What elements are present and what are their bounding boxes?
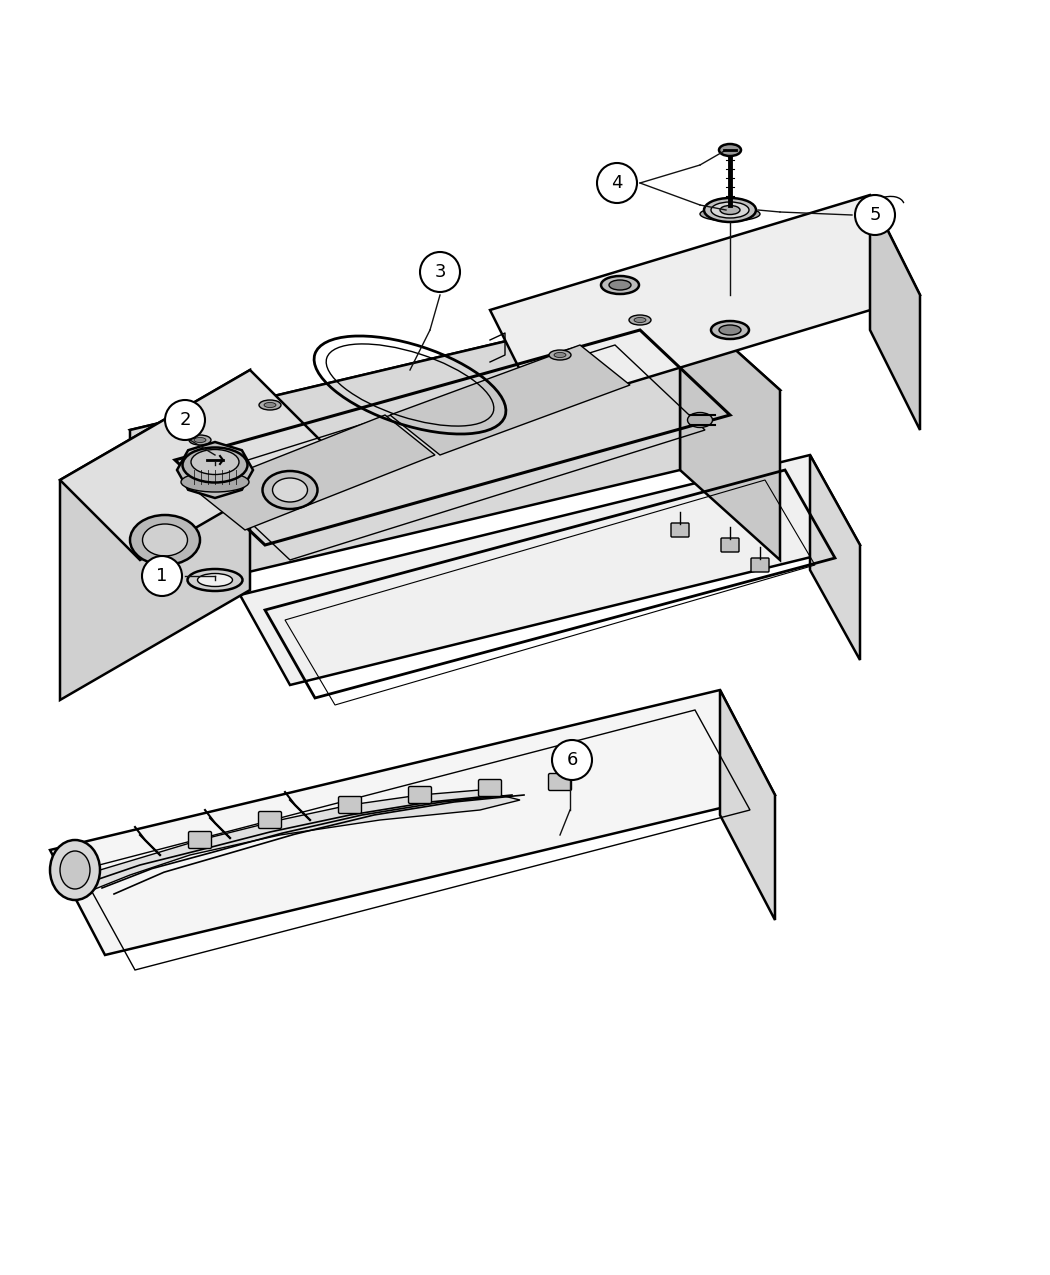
- Polygon shape: [130, 300, 680, 601]
- Polygon shape: [130, 300, 780, 520]
- Circle shape: [597, 163, 637, 203]
- Ellipse shape: [259, 400, 281, 411]
- Ellipse shape: [273, 478, 308, 502]
- Polygon shape: [195, 414, 435, 530]
- Ellipse shape: [688, 413, 713, 427]
- Ellipse shape: [554, 352, 566, 357]
- Ellipse shape: [629, 315, 651, 325]
- Ellipse shape: [711, 321, 749, 339]
- FancyBboxPatch shape: [258, 811, 281, 829]
- Polygon shape: [60, 790, 520, 895]
- Circle shape: [420, 252, 460, 292]
- Polygon shape: [240, 455, 860, 685]
- Ellipse shape: [130, 515, 200, 565]
- Circle shape: [552, 740, 592, 780]
- Ellipse shape: [60, 850, 90, 889]
- Ellipse shape: [264, 403, 276, 408]
- Ellipse shape: [634, 317, 646, 323]
- Circle shape: [855, 195, 895, 235]
- Ellipse shape: [189, 435, 211, 445]
- Ellipse shape: [711, 201, 749, 218]
- Polygon shape: [720, 690, 775, 921]
- Ellipse shape: [720, 205, 740, 214]
- Ellipse shape: [262, 470, 317, 509]
- Text: 1: 1: [156, 567, 168, 585]
- Text: 5: 5: [869, 207, 881, 224]
- FancyBboxPatch shape: [479, 779, 502, 797]
- Text: 4: 4: [611, 173, 623, 193]
- Polygon shape: [60, 370, 330, 560]
- Polygon shape: [490, 195, 920, 411]
- Ellipse shape: [601, 275, 639, 295]
- Ellipse shape: [191, 450, 239, 474]
- Ellipse shape: [609, 280, 631, 289]
- Polygon shape: [390, 346, 630, 455]
- Text: 2: 2: [180, 411, 191, 428]
- Ellipse shape: [197, 574, 232, 586]
- Ellipse shape: [719, 325, 741, 335]
- Ellipse shape: [194, 437, 206, 442]
- Polygon shape: [810, 455, 860, 660]
- FancyBboxPatch shape: [338, 797, 361, 813]
- Ellipse shape: [704, 198, 756, 222]
- Ellipse shape: [50, 840, 100, 900]
- Circle shape: [142, 556, 182, 595]
- Polygon shape: [870, 195, 920, 430]
- Polygon shape: [177, 442, 253, 499]
- Ellipse shape: [549, 351, 571, 360]
- Ellipse shape: [719, 144, 741, 156]
- Ellipse shape: [188, 569, 243, 592]
- Ellipse shape: [183, 448, 248, 482]
- FancyBboxPatch shape: [721, 538, 739, 552]
- FancyBboxPatch shape: [189, 831, 211, 848]
- Polygon shape: [50, 690, 775, 955]
- Ellipse shape: [181, 472, 249, 492]
- Polygon shape: [60, 370, 250, 700]
- Circle shape: [165, 400, 205, 440]
- Polygon shape: [680, 300, 780, 560]
- Ellipse shape: [143, 524, 188, 556]
- FancyBboxPatch shape: [408, 787, 432, 803]
- Text: 6: 6: [566, 751, 578, 769]
- FancyBboxPatch shape: [671, 523, 689, 537]
- FancyBboxPatch shape: [548, 774, 571, 790]
- FancyBboxPatch shape: [751, 558, 769, 572]
- Ellipse shape: [700, 207, 760, 221]
- Text: 3: 3: [435, 263, 446, 280]
